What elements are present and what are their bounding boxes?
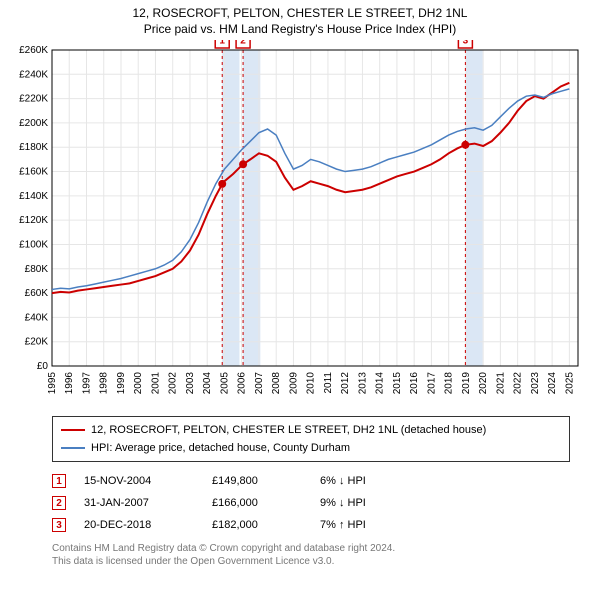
svg-text:2020: 2020 — [478, 372, 489, 395]
svg-text:2009: 2009 — [288, 372, 299, 395]
footer: Contains HM Land Registry data © Crown c… — [52, 542, 570, 568]
event-marker: 3 — [52, 518, 66, 532]
svg-text:2008: 2008 — [271, 372, 282, 395]
page-container: 12, ROSECROFT, PELTON, CHESTER LE STREET… — [0, 0, 600, 590]
svg-text:2021: 2021 — [495, 372, 506, 395]
svg-text:3: 3 — [463, 40, 469, 47]
svg-text:2001: 2001 — [150, 372, 161, 395]
event-table: 1 15-NOV-2004 £149,800 6% ↓ HPI 2 31-JAN… — [52, 470, 570, 536]
event-diff: 6% ↓ HPI — [320, 475, 410, 487]
svg-text:2002: 2002 — [168, 372, 179, 395]
title-block: 12, ROSECROFT, PELTON, CHESTER LE STREET… — [0, 0, 600, 40]
svg-text:2024: 2024 — [547, 372, 558, 395]
svg-text:1995: 1995 — [47, 372, 58, 395]
event-row: 1 15-NOV-2004 £149,800 6% ↓ HPI — [52, 470, 570, 492]
footer-line-2: This data is licensed under the Open Gov… — [52, 555, 570, 568]
svg-text:£60K: £60K — [25, 288, 49, 299]
svg-text:£100K: £100K — [19, 239, 48, 250]
svg-text:1998: 1998 — [99, 372, 110, 395]
event-price: £166,000 — [212, 497, 302, 509]
svg-text:2000: 2000 — [133, 372, 144, 395]
legend-item: 12, ROSECROFT, PELTON, CHESTER LE STREET… — [61, 421, 561, 439]
svg-text:2015: 2015 — [392, 372, 403, 395]
legend-swatch — [61, 429, 85, 431]
svg-text:£160K: £160K — [19, 167, 48, 178]
svg-text:2018: 2018 — [444, 372, 455, 395]
svg-text:£120K: £120K — [19, 215, 48, 226]
svg-text:2: 2 — [240, 40, 246, 47]
legend-label: 12, ROSECROFT, PELTON, CHESTER LE STREET… — [91, 424, 486, 436]
event-diff: 7% ↑ HPI — [320, 519, 410, 531]
legend-item: HPI: Average price, detached house, Coun… — [61, 439, 561, 457]
event-row: 3 20-DEC-2018 £182,000 7% ↑ HPI — [52, 514, 570, 536]
event-marker: 1 — [52, 474, 66, 488]
svg-text:2011: 2011 — [323, 372, 334, 394]
svg-text:£0: £0 — [37, 361, 49, 372]
svg-text:1997: 1997 — [81, 372, 92, 395]
svg-text:£40K: £40K — [25, 312, 49, 323]
event-date: 20-DEC-2018 — [84, 519, 194, 531]
svg-text:£260K: £260K — [19, 45, 48, 56]
event-date: 31-JAN-2007 — [84, 497, 194, 509]
svg-text:2006: 2006 — [237, 372, 248, 395]
svg-text:2017: 2017 — [426, 372, 437, 395]
chart: £0 £20K £40K £60K £80K £100K £120K £140K £160K £1… — [10, 40, 590, 410]
svg-text:1999: 1999 — [116, 372, 127, 395]
svg-text:£200K: £200K — [19, 118, 48, 129]
event-diff: 9% ↓ HPI — [320, 497, 410, 509]
svg-text:£20K: £20K — [25, 337, 49, 348]
svg-text:£80K: £80K — [25, 264, 49, 275]
svg-text:£140K: £140K — [19, 191, 48, 202]
svg-text:2016: 2016 — [409, 372, 420, 395]
svg-text:2025: 2025 — [564, 372, 575, 395]
svg-text:2013: 2013 — [357, 372, 368, 395]
svg-text:2005: 2005 — [219, 372, 230, 395]
svg-text:2014: 2014 — [375, 372, 386, 395]
event-row: 2 31-JAN-2007 £166,000 9% ↓ HPI — [52, 492, 570, 514]
footer-line-1: Contains HM Land Registry data © Crown c… — [52, 542, 570, 555]
svg-text:£220K: £220K — [19, 94, 48, 105]
svg-text:2007: 2007 — [254, 372, 265, 395]
event-date: 15-NOV-2004 — [84, 475, 194, 487]
legend-label: HPI: Average price, detached house, Coun… — [91, 442, 350, 454]
event-price: £182,000 — [212, 519, 302, 531]
svg-text:1: 1 — [219, 40, 225, 47]
legend: 12, ROSECROFT, PELTON, CHESTER LE STREET… — [52, 416, 570, 462]
svg-text:1996: 1996 — [64, 372, 75, 395]
svg-text:£240K: £240K — [19, 69, 48, 80]
legend-swatch — [61, 447, 85, 449]
chart-svg: £0 £20K £40K £60K £80K £100K £120K £140K £160K £1… — [10, 40, 590, 410]
svg-text:2012: 2012 — [340, 372, 351, 395]
svg-text:£180K: £180K — [19, 142, 48, 153]
event-marker: 2 — [52, 496, 66, 510]
title-line-2: Price paid vs. HM Land Registry's House … — [10, 22, 590, 36]
svg-text:2004: 2004 — [202, 372, 213, 395]
title-line-1: 12, ROSECROFT, PELTON, CHESTER LE STREET… — [10, 6, 590, 20]
svg-text:2022: 2022 — [513, 372, 524, 395]
svg-text:2010: 2010 — [306, 372, 317, 395]
svg-text:2023: 2023 — [530, 372, 541, 395]
svg-text:2003: 2003 — [185, 372, 196, 395]
svg-text:2019: 2019 — [461, 372, 472, 395]
event-price: £149,800 — [212, 475, 302, 487]
